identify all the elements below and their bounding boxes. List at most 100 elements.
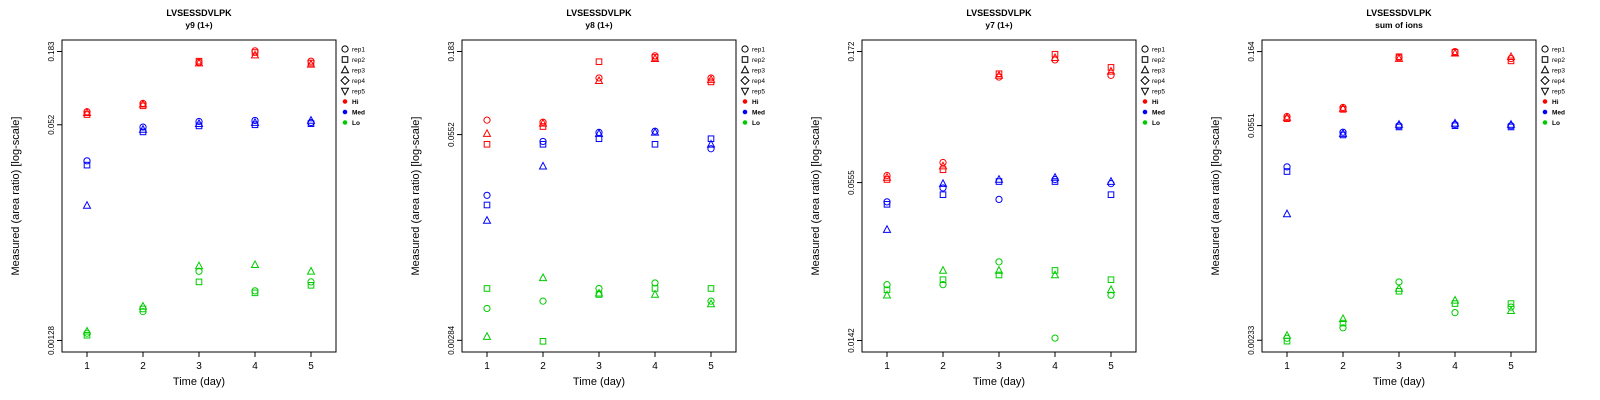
legend-label: Lo	[752, 120, 760, 127]
data-point	[595, 58, 603, 65]
data-point	[706, 139, 716, 148]
y-tick-label: 0.183	[47, 41, 56, 62]
x-tick-label: 5	[1508, 361, 1514, 372]
data-point	[1051, 334, 1059, 342]
data-point	[994, 265, 1004, 274]
data-point	[1282, 209, 1292, 218]
x-tick-label: 2	[1340, 361, 1346, 372]
legend-label: rep3	[752, 68, 765, 75]
legend-marker-rep4	[740, 75, 750, 86]
data-point	[482, 331, 492, 340]
data-point	[306, 266, 316, 275]
legend-label: rep1	[1552, 47, 1565, 54]
x-tick-label: 2	[540, 361, 546, 372]
data-point	[595, 74, 603, 82]
data-point	[1394, 53, 1404, 62]
data-point	[1450, 295, 1460, 304]
data-point	[594, 288, 604, 297]
data-point	[251, 289, 259, 297]
y-tick-label: 0.0555	[847, 170, 856, 195]
data-point	[1394, 283, 1404, 292]
x-tick-label: 4	[1452, 361, 1458, 372]
chart-subtitle: y9 (1+)	[185, 20, 213, 30]
data-point	[995, 195, 1003, 204]
legend-label: rep3	[1152, 68, 1165, 75]
legend-marker-rep3	[340, 65, 350, 74]
data-point	[250, 117, 260, 126]
data-point	[882, 172, 892, 181]
data-point	[483, 285, 491, 292]
legend-marker-rep2	[1141, 56, 1149, 63]
x-tick-label: 3	[596, 361, 602, 372]
legend-dot-Hi	[1542, 99, 1548, 104]
data-point	[939, 158, 947, 167]
data-point	[1283, 168, 1291, 175]
data-point	[1338, 103, 1348, 112]
data-point	[594, 128, 604, 137]
data-point	[994, 174, 1004, 183]
data-point	[882, 224, 892, 233]
plot-canvas: 1 2 3 4 5 0.164 0.0551 0.00233 rep1 rep2 rep3 rep4 r…	[1247, 39, 1565, 372]
data-point	[306, 59, 316, 68]
data-point	[539, 140, 547, 148]
data-point	[1338, 128, 1348, 137]
legend-label: rep5	[1552, 89, 1565, 96]
x-tick-label: 1	[1284, 361, 1290, 372]
legend-marker-rep4	[1140, 75, 1150, 86]
data-point	[1507, 303, 1515, 311]
y-tick-label: 0.0552	[447, 122, 456, 147]
x-tick-label: 5	[708, 361, 714, 372]
legend-dot-Med	[742, 109, 748, 115]
chart-title: LVSESSDVLPK	[566, 8, 632, 18]
legend-label: rep2	[1552, 57, 1565, 64]
y-tick-label: 0.0551	[1247, 113, 1256, 138]
data-point	[251, 116, 259, 125]
y-tick-label: 0.00128	[47, 325, 56, 354]
data-point	[539, 297, 547, 305]
data-point	[83, 331, 91, 339]
data-point	[194, 118, 204, 127]
legend-marker-rep5	[1540, 87, 1550, 96]
legend-marker-rep3	[1540, 65, 1550, 74]
legend-dot-Hi	[1142, 99, 1148, 104]
legend-marker-rep2	[341, 56, 349, 63]
legend-label: rep2	[1152, 57, 1165, 64]
chart-panel-y9: LVSESSDVLPK y9 (1+) Measured (area ratio…	[0, 0, 400, 400]
data-point	[1107, 291, 1115, 299]
plot-canvas: 1 2 3 4 5 0.183 0.052 0.00128 rep1 rep2 rep3 rep4 re…	[47, 39, 365, 372]
x-tick-label: 1	[884, 361, 890, 372]
data-point	[1506, 119, 1516, 128]
data-point	[706, 74, 716, 83]
chart-subtitle: sum of ions	[1375, 20, 1423, 30]
legend-marker-rep2	[1541, 56, 1549, 63]
data-point	[1106, 284, 1116, 294]
data-point	[651, 140, 659, 148]
data-point	[483, 304, 491, 313]
legend-marker-rep3	[740, 65, 750, 74]
data-point	[195, 117, 203, 126]
data-point	[82, 200, 92, 209]
legend-marker-rep5	[740, 87, 750, 96]
legend-label: rep5	[752, 89, 765, 96]
data-point	[307, 282, 315, 289]
data-point	[482, 215, 492, 224]
legend-marker-rep3	[1140, 65, 1150, 74]
data-point	[1506, 51, 1516, 61]
data-point	[650, 289, 660, 298]
x-tick-label: 4	[652, 361, 658, 372]
data-point	[483, 201, 491, 209]
plot-box	[461, 39, 737, 353]
data-point	[482, 128, 492, 137]
data-point	[250, 259, 260, 269]
legend-marker-rep4	[340, 75, 350, 86]
legend-marker-rep5	[1140, 87, 1150, 96]
data-point	[1394, 119, 1404, 128]
chart-title: LVSESSDVLPK	[166, 8, 232, 18]
data-point	[1506, 305, 1516, 315]
legend-label: rep4	[352, 78, 365, 85]
data-point	[1451, 300, 1459, 307]
plot-box	[1261, 39, 1537, 353]
chart-panel-sum: LVSESSDVLPK sum of ions Measured (area r…	[1200, 0, 1600, 400]
legend-label: rep5	[1152, 89, 1165, 96]
data-point	[707, 297, 715, 305]
